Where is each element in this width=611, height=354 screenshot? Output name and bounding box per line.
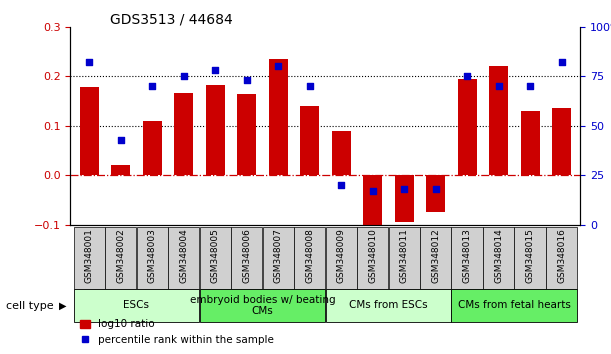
Point: [557, 59, 566, 65]
Bar: [79, 87, 98, 175]
Point: [368, 188, 378, 194]
Legend: log10 ratio, percentile rank within the sample: log10 ratio, percentile rank within the …: [76, 315, 279, 349]
Text: GSM348003: GSM348003: [148, 228, 156, 283]
Text: GSM348013: GSM348013: [463, 228, 472, 283]
Bar: [452, 289, 577, 322]
Text: GSM348010: GSM348010: [368, 228, 377, 283]
Bar: [237, 95, 256, 175]
Bar: [326, 289, 451, 322]
Text: GSM348001: GSM348001: [85, 228, 93, 283]
Point: [431, 186, 441, 192]
Bar: [363, 175, 382, 237]
Point: [399, 186, 409, 192]
Bar: [73, 227, 104, 289]
Point: [336, 182, 346, 188]
Bar: [231, 227, 262, 289]
Bar: [514, 227, 546, 289]
Text: GSM348012: GSM348012: [431, 228, 440, 283]
Bar: [143, 121, 161, 175]
Bar: [105, 227, 136, 289]
Bar: [326, 227, 357, 289]
Bar: [395, 175, 414, 222]
Bar: [294, 227, 325, 289]
Text: GSM348008: GSM348008: [305, 228, 314, 283]
Point: [242, 77, 252, 83]
Bar: [206, 85, 225, 175]
Bar: [452, 227, 483, 289]
Text: embryoid bodies w/ beating
CMs: embryoid bodies w/ beating CMs: [189, 295, 335, 316]
Bar: [200, 227, 231, 289]
Text: GSM348007: GSM348007: [274, 228, 283, 283]
Point: [115, 137, 125, 142]
Bar: [174, 93, 193, 175]
Text: CMs from fetal hearts: CMs from fetal hearts: [458, 300, 571, 310]
Text: GSM348011: GSM348011: [400, 228, 409, 283]
Point: [210, 67, 220, 73]
Bar: [269, 59, 288, 175]
Bar: [389, 227, 420, 289]
Text: GSM348005: GSM348005: [211, 228, 219, 283]
Bar: [332, 131, 351, 175]
Point: [273, 63, 283, 69]
Point: [84, 59, 94, 65]
Point: [179, 73, 189, 79]
Bar: [111, 165, 130, 175]
Bar: [489, 66, 508, 175]
Text: GSM348002: GSM348002: [116, 228, 125, 283]
Text: GSM348004: GSM348004: [179, 228, 188, 283]
Bar: [458, 79, 477, 175]
Bar: [73, 289, 199, 322]
Text: ▶: ▶: [59, 301, 66, 311]
Point: [525, 83, 535, 89]
Bar: [263, 227, 294, 289]
Text: GDS3513 / 44684: GDS3513 / 44684: [110, 12, 233, 27]
Bar: [300, 106, 319, 175]
Text: CMs from ESCs: CMs from ESCs: [349, 300, 428, 310]
Bar: [521, 111, 540, 175]
Point: [462, 73, 472, 79]
Point: [147, 83, 157, 89]
Text: ESCs: ESCs: [123, 300, 150, 310]
Bar: [357, 227, 388, 289]
Bar: [552, 108, 571, 175]
Bar: [420, 227, 451, 289]
Bar: [546, 227, 577, 289]
Text: GSM348015: GSM348015: [525, 228, 535, 283]
Point: [305, 83, 315, 89]
Text: GSM348016: GSM348016: [557, 228, 566, 283]
Text: GSM348014: GSM348014: [494, 228, 503, 283]
Text: GSM348009: GSM348009: [337, 228, 346, 283]
Bar: [200, 289, 325, 322]
Text: cell type: cell type: [6, 301, 54, 311]
Point: [494, 83, 503, 89]
Text: GSM348006: GSM348006: [242, 228, 251, 283]
Bar: [483, 227, 514, 289]
Bar: [168, 227, 199, 289]
Bar: [136, 227, 168, 289]
Bar: [426, 175, 445, 212]
